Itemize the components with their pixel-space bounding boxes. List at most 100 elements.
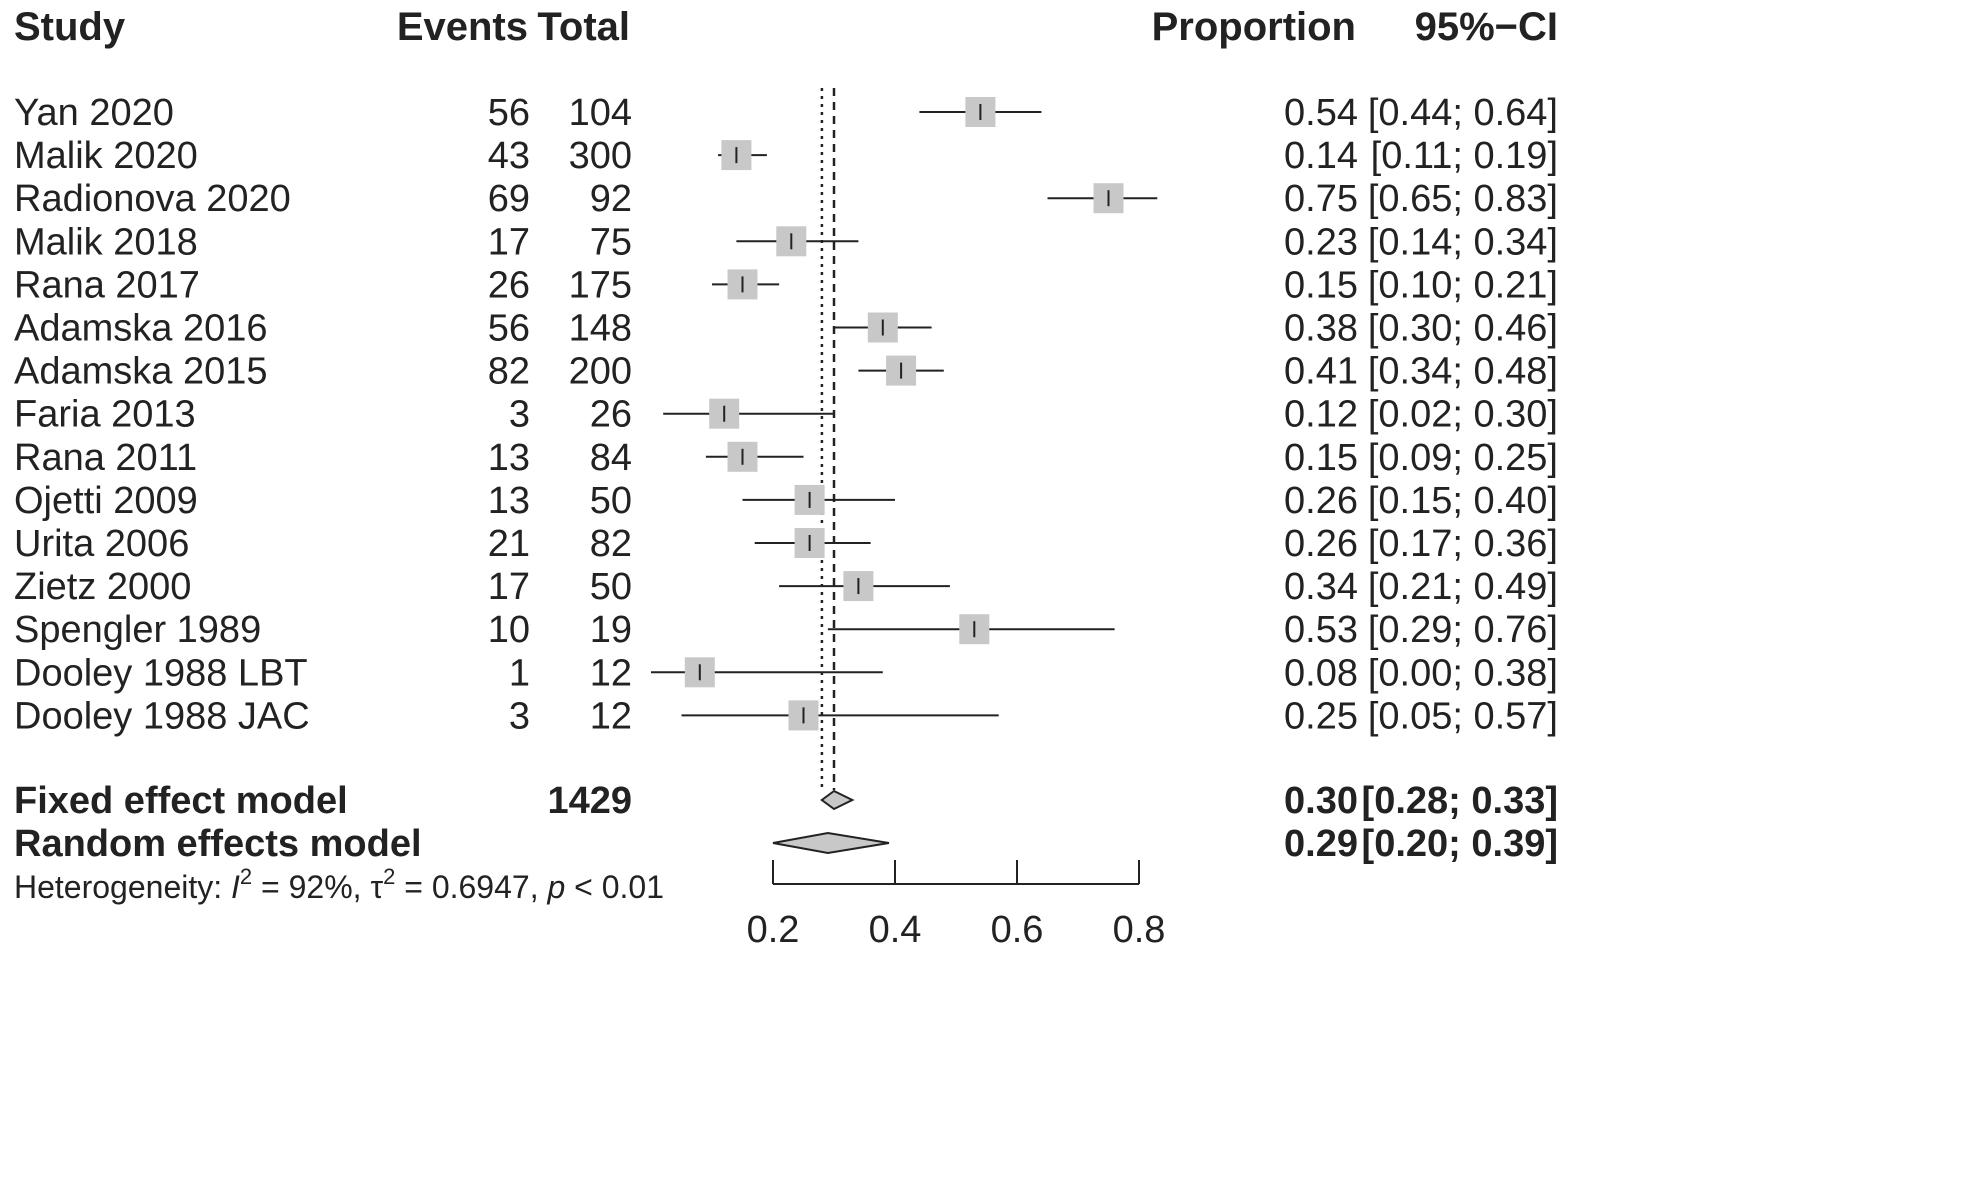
study-events: 3 [509,695,530,737]
study-total: 175 [569,264,632,306]
study-row: Zietz 2000 17 50 0.34 [0.21; 0.49] [14,566,1558,608]
study-name: Faria 2013 [14,394,196,436]
study-proportion: 0.14 [1284,135,1358,177]
x-axis-tick-label: 0.2 [747,909,800,951]
study-events: 17 [488,566,530,608]
study-row: Radionova 2020 69 92 0.75 [0.65; 0.83] [14,178,1558,220]
study-proportion: 0.34 [1284,566,1358,608]
fixed-effect-row: Fixed effect model 1429 0.30 [0.28; 0.33… [14,780,1558,822]
study-events: 69 [488,178,530,220]
study-row: Yan 2020 56 104 0.54 [0.44; 0.64] [14,92,1558,134]
fixed-effect-total: 1429 [547,780,632,822]
study-ci: [0.30; 0.46] [1368,308,1558,350]
study-row: Adamska 2015 82 200 0.41 [0.34; 0.48] [14,351,1558,393]
study-proportion: 0.26 [1284,480,1358,522]
study-events: 10 [488,609,530,651]
random-effects-label: Random effects model [14,823,422,865]
study-ci: [0.02; 0.30] [1368,394,1558,436]
x-axis: 0.2 0.4 0.6 0.8 [747,860,1166,951]
study-proportion: 0.15 [1284,264,1358,306]
study-total: 75 [590,221,632,263]
study-events: 26 [488,264,530,306]
study-proportion: 0.15 [1284,437,1358,479]
study-ci: [0.34; 0.48] [1368,351,1558,393]
study-name: Zietz 2000 [14,566,191,608]
study-row: Rana 2011 13 84 0.15 [0.09; 0.25] [14,437,1558,479]
study-proportion: 0.75 [1284,178,1358,220]
study-row: Ojetti 2009 13 50 0.26 [0.15; 0.40] [14,480,1558,522]
header-events: Events [397,5,528,49]
study-total: 104 [569,92,632,134]
study-total: 50 [590,480,632,522]
study-row: Urita 2006 21 82 0.26 [0.17; 0.36] [14,523,1558,565]
study-total: 12 [590,695,632,737]
study-events: 17 [488,221,530,263]
study-row: Spengler 1989 10 19 0.53 [0.29; 0.76] [14,609,1558,651]
study-events: 21 [488,523,530,565]
study-total: 26 [590,394,632,436]
study-name: Malik 2018 [14,221,198,263]
study-total: 84 [590,437,632,479]
header-ci: 95%−CI [1415,5,1558,49]
study-events: 43 [488,135,530,177]
heterogeneity-text: Heterogeneity: I2 = 92%, τ2 = 0.6947, p … [14,864,664,905]
study-ci: [0.44; 0.64] [1368,92,1558,134]
study-name: Malik 2020 [14,135,198,177]
fixed-effect-ci: [0.28; 0.33] [1362,780,1558,822]
study-ci: [0.29; 0.76] [1368,609,1558,651]
random-effects-proportion: 0.29 [1284,823,1358,865]
study-ci: [0.00; 0.38] [1368,652,1558,694]
study-events: 13 [488,437,530,479]
study-total: 50 [590,566,632,608]
study-ci: [0.05; 0.57] [1368,695,1558,737]
study-total: 300 [569,135,632,177]
study-proportion: 0.08 [1284,652,1358,694]
study-events: 82 [488,351,530,393]
study-name: Adamska 2016 [14,308,268,350]
study-row: Rana 2017 26 175 0.15 [0.10; 0.21] [14,264,1558,306]
study-name: Spengler 1989 [14,609,261,651]
study-proportion: 0.54 [1284,92,1358,134]
study-ci: [0.21; 0.49] [1368,566,1558,608]
study-name: Rana 2011 [14,437,197,479]
header-proportion: Proportion [1152,5,1356,49]
x-axis-tick-label: 0.8 [1113,909,1166,951]
study-total: 19 [590,609,632,651]
study-proportion: 0.26 [1284,523,1358,565]
fixed-effect-proportion: 0.30 [1284,780,1358,822]
study-row: Dooley 1988 LBT 1 12 0.08 [0.00; 0.38] [14,652,1558,694]
study-ci: [0.14; 0.34] [1368,221,1558,263]
study-ci: [0.09; 0.25] [1368,437,1558,479]
column-headers: Study Events Total Proportion 95%−CI [14,5,1558,49]
study-total: 148 [569,308,632,350]
study-row: Malik 2020 43 300 0.14 [0.11; 0.19] [14,135,1558,177]
study-name: Rana 2017 [14,264,200,306]
random-effects-row: Random effects model 0.29 [0.20; 0.39] [14,823,1558,865]
study-row: Malik 2018 17 75 0.23 [0.14; 0.34] [14,221,1558,263]
study-events: 13 [488,480,530,522]
study-proportion: 0.23 [1284,221,1358,263]
random-effects-ci: [0.20; 0.39] [1362,823,1558,865]
study-events: 56 [488,308,530,350]
study-name: Dooley 1988 JAC [14,695,310,737]
study-row: Dooley 1988 JAC 3 12 0.25 [0.05; 0.57] [14,695,1558,737]
study-row: Faria 2013 3 26 0.12 [0.02; 0.30] [14,394,1558,436]
study-proportion: 0.41 [1284,351,1358,393]
study-row: Adamska 2016 56 148 0.38 [0.30; 0.46] [14,308,1558,350]
study-total: 92 [590,178,632,220]
study-total: 200 [569,351,632,393]
study-events: 1 [509,652,530,694]
study-name: Ojetti 2009 [14,480,198,522]
study-name: Radionova 2020 [14,178,291,220]
x-axis-tick-label: 0.4 [869,909,922,951]
study-events: 3 [509,394,530,436]
study-events: 56 [488,92,530,134]
study-proportion: 0.38 [1284,308,1358,350]
fixed-effect-label: Fixed effect model [14,780,348,822]
study-total: 82 [590,523,632,565]
random-effects-diamond [772,831,890,855]
study-ci: [0.65; 0.83] [1368,178,1558,220]
study-name: Urita 2006 [14,523,189,565]
study-rows: Yan 2020 56 104 0.54 [0.44; 0.64] Malik 2020 4… [14,92,1558,737]
